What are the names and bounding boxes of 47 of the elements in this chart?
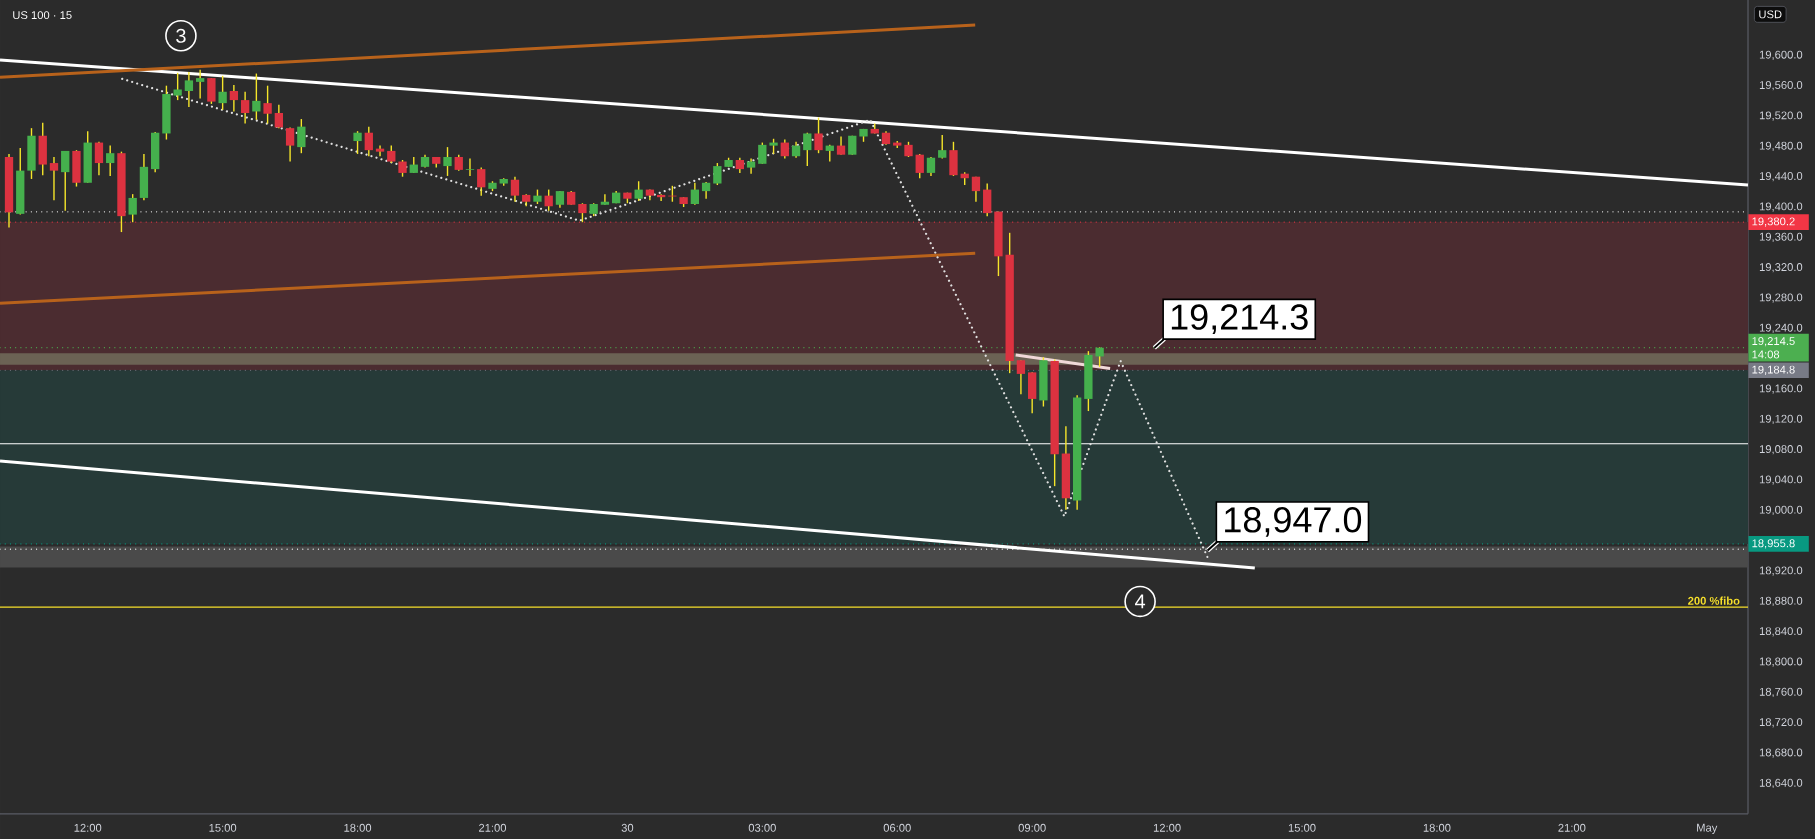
y-tick-label: 18,760.0 <box>1759 687 1803 698</box>
y-axis-title: USD <box>1759 10 1782 19</box>
x-tick-label: 18:00 <box>1423 823 1451 832</box>
x-tick-label: 18:00 <box>344 823 372 832</box>
text: US 100 · 15 <box>13 11 72 20</box>
y-tick-label: 18,800.0 <box>1759 657 1803 667</box>
ref-line-label: 19,214.5 14:08 <box>1752 337 1795 359</box>
y-tick-label: 19,320.0 <box>1759 263 1803 273</box>
annotation: 3 <box>176 28 186 43</box>
x-tick-label: 21:00 <box>479 823 507 832</box>
y-tick-label: 18,840.0 <box>1759 627 1803 637</box>
ref-line-label: 200 %fibo <box>1688 596 1740 605</box>
x-tick-label: 15:00 <box>1288 823 1316 832</box>
y-tick-label: 19,240.0 <box>1759 323 1803 334</box>
x-tick-label: 21:00 <box>1558 823 1586 832</box>
y-tick-label: 19,400.0 <box>1759 202 1803 212</box>
y-tick-label: 19,600.0 <box>1759 50 1803 60</box>
y-tick-label: 18,880.0 <box>1759 596 1803 607</box>
y-tick-label: 19,520.0 <box>1759 111 1803 121</box>
y-tick-label: 19,440.0 <box>1759 172 1803 182</box>
y-tick-label: 18,720.0 <box>1759 718 1803 728</box>
y-tick-label: 19,280.0 <box>1759 293 1803 303</box>
x-tick-label: 12:00 <box>74 823 102 832</box>
y-tick-label: 19,560.0 <box>1759 81 1803 91</box>
annotation: 19,214.3 <box>1171 304 1308 335</box>
x-tick-label: 30 <box>621 823 634 832</box>
y-tick-label: 18,640.0 <box>1759 778 1803 789</box>
x-tick-label: 15:00 <box>209 823 237 832</box>
y-tick-label: 19,080.0 <box>1759 445 1803 455</box>
ref-line-label: 19,184.8 <box>1752 365 1795 375</box>
y-tick-label: 19,360.0 <box>1759 232 1803 243</box>
x-tick-label: May <box>1697 823 1718 834</box>
y-tick-label: 18,680.0 <box>1759 748 1803 758</box>
y-tick-label: 19,160.0 <box>1759 384 1803 394</box>
ref-line-label: 18,955.8 <box>1752 539 1795 549</box>
annotation: 18,947.0 <box>1225 507 1362 537</box>
x-tick-label: 12:00 <box>1153 823 1181 832</box>
x-tick-label: 06:00 <box>883 823 911 832</box>
annotation: 4 <box>1135 594 1146 609</box>
y-tick-label: 19,040.0 <box>1759 475 1803 485</box>
y-tick-label: 19,000.0 <box>1759 505 1803 516</box>
y-tick-label: 18,920.0 <box>1759 566 1803 576</box>
y-tick-label: 19,480.0 <box>1759 141 1803 151</box>
ref-line-label: 19,380.2 <box>1752 217 1795 227</box>
x-tick-label: 03:00 <box>748 823 776 832</box>
y-tick-label: 19,120.0 <box>1759 414 1803 425</box>
x-tick-label: 09:00 <box>1018 823 1046 832</box>
